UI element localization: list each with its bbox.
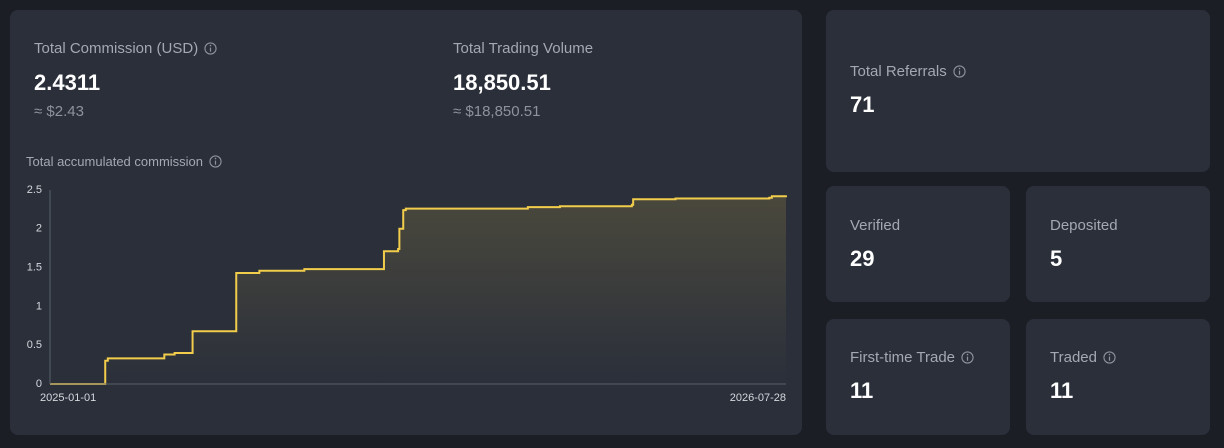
- stat-label: Verified: [850, 217, 901, 234]
- area: [50, 195, 786, 384]
- volume-label: Total Trading Volume: [453, 40, 594, 57]
- stat-card: [1026, 319, 1210, 435]
- stat-card: [826, 186, 1010, 302]
- stat-value: 71: [850, 92, 875, 117]
- label: Total Trading Volume: [453, 40, 593, 57]
- stat-label: Deposited: [1050, 217, 1118, 234]
- stat-card: [826, 319, 1010, 435]
- stat-label: Total Referrals: [850, 63, 947, 80]
- label: Traded: [1050, 349, 1116, 366]
- y-tick-label: 0.5: [27, 339, 42, 351]
- label: Total accumulated commission: [26, 154, 222, 169]
- label: Total Commission (USD): [34, 40, 217, 57]
- x-tick-label: 2026-07-28: [730, 392, 786, 404]
- y-tick-label: 2: [36, 223, 42, 235]
- commission-approx: ≈ $2.43: [34, 103, 84, 120]
- stat-card: [826, 10, 1210, 172]
- volume-approx: ≈ $18,850.51: [453, 103, 541, 120]
- stat-value: 11: [1050, 378, 1074, 403]
- stat-card: [1026, 186, 1210, 302]
- commission-value: 2.4311: [34, 70, 101, 95]
- y-tick-label: 2.5: [27, 184, 42, 196]
- y-tick-label: 1.5: [27, 262, 42, 274]
- y-tick-label: 0: [36, 378, 42, 390]
- stat-label: Traded: [1050, 349, 1097, 366]
- stat-label: First-time Trade: [850, 349, 956, 366]
- volume-value: 18,850.51: [453, 70, 551, 95]
- stat-value: 29: [850, 246, 875, 271]
- commission-label: Total Commission (USD): [34, 40, 199, 57]
- y-tick-label: 1: [36, 300, 42, 312]
- chart-title: Total accumulated commission: [26, 154, 204, 169]
- label: Verified: [850, 217, 900, 234]
- stat-value: 5: [1050, 246, 1063, 271]
- label: First-time Trade: [850, 349, 974, 366]
- x-tick-label: 2025-01-01: [40, 392, 96, 404]
- stat-value: 11: [850, 378, 874, 403]
- label: Total Referrals: [850, 63, 966, 80]
- label: Deposited: [1050, 217, 1118, 234]
- line: [50, 195, 787, 385]
